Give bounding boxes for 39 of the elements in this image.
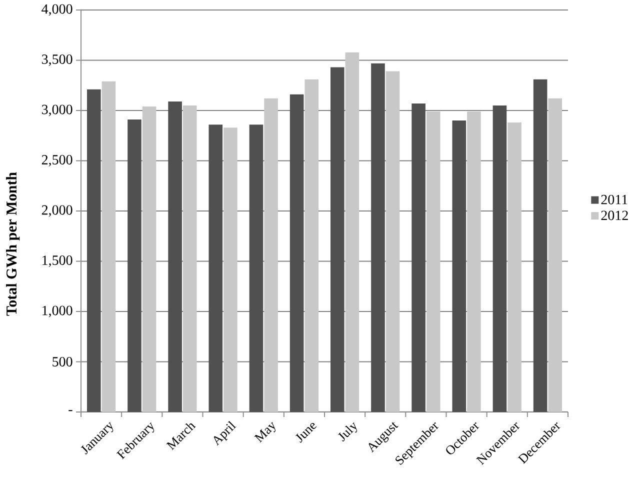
y-tick-label: 500 [52, 357, 72, 366]
y-axis-title: Total GWh per Month [6, 172, 20, 316]
bar [386, 71, 400, 412]
x-tick-label: July [338, 422, 357, 442]
bar [304, 79, 319, 412]
bar [330, 67, 344, 412]
y-tick-label: 3,500 [42, 54, 72, 66]
y-tick-label: 4,000 [42, 4, 72, 16]
bar [508, 122, 522, 412]
x-tick-label: June [295, 422, 317, 443]
y-tick-label: 3,000 [42, 104, 72, 116]
y-tick-label: - [68, 410, 72, 412]
bar [548, 98, 562, 412]
bar [142, 106, 156, 412]
bar [224, 128, 238, 412]
legend-label: 2012 [601, 210, 628, 220]
bar [128, 120, 142, 412]
bar [264, 98, 278, 412]
bar [452, 120, 466, 412]
y-tick-label: 1,500 [42, 256, 72, 267]
bar [412, 103, 426, 412]
bar [208, 124, 223, 412]
bar [290, 94, 304, 412]
bar [371, 63, 385, 412]
y-tick-label: 1,000 [42, 306, 72, 318]
legend-label: 2011 [601, 194, 628, 204]
x-tick-label: May [254, 422, 276, 443]
bar [87, 89, 101, 412]
bar [249, 124, 264, 412]
bar [533, 79, 548, 412]
y-tick-label: 2,500 [42, 155, 72, 166]
bar [168, 101, 182, 412]
bar [102, 81, 116, 412]
bar [345, 52, 360, 412]
y-tick-label: 2,000 [42, 205, 72, 217]
bar [182, 105, 197, 412]
bar [467, 112, 481, 412]
bar [492, 105, 507, 412]
bar [426, 112, 440, 412]
